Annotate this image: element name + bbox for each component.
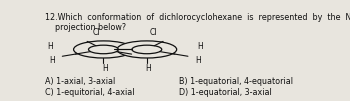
Text: C) 1-equitorial, 4-axial: C) 1-equitorial, 4-axial bbox=[45, 88, 135, 97]
Text: H: H bbox=[102, 64, 108, 73]
Circle shape bbox=[132, 45, 162, 54]
Text: projection below?: projection below? bbox=[45, 23, 126, 32]
Circle shape bbox=[89, 45, 118, 54]
Text: A) 1-axial, 3-axial: A) 1-axial, 3-axial bbox=[45, 77, 116, 86]
Text: Cl: Cl bbox=[150, 28, 158, 37]
Text: B) 1-equatorial, 4-equatorial: B) 1-equatorial, 4-equatorial bbox=[179, 77, 293, 86]
Text: H: H bbox=[197, 42, 203, 51]
Circle shape bbox=[74, 41, 133, 58]
Text: Cl: Cl bbox=[93, 28, 100, 37]
Text: H: H bbox=[145, 64, 151, 73]
Text: H: H bbox=[49, 56, 55, 65]
Text: D) 1-equatorial, 3-axial: D) 1-equatorial, 3-axial bbox=[179, 88, 272, 97]
Text: 12.Which  conformation  of  dichlorocyclohexane  is  represented  by  the  Newma: 12.Which conformation of dichlorocyclohe… bbox=[45, 13, 350, 22]
Circle shape bbox=[117, 41, 177, 58]
Text: H: H bbox=[196, 56, 201, 65]
Text: H: H bbox=[48, 42, 53, 51]
